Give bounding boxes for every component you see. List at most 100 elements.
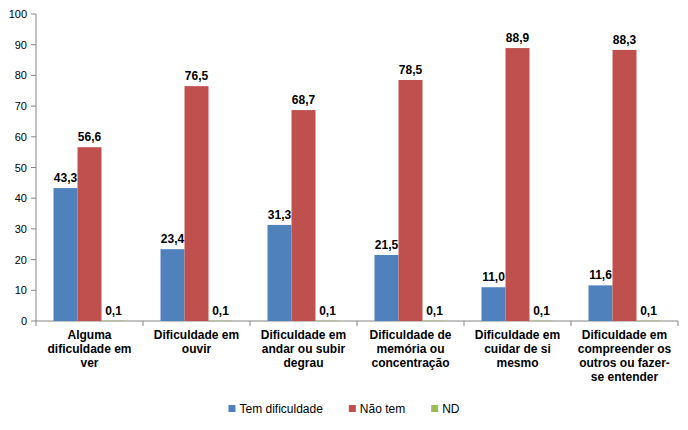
x-tick-label-line: ver: [80, 356, 98, 370]
y-tick: [31, 14, 36, 15]
x-tick-label-line: Dificuldade em: [582, 328, 667, 342]
x-tick: [678, 321, 679, 326]
data-label: 11,0: [482, 270, 505, 284]
data-label: 43,3: [54, 171, 78, 185]
y-tick-label: 0: [21, 315, 27, 327]
x-tick-label-line: outros ou fazer-: [579, 356, 670, 370]
data-label: 0,1: [105, 304, 122, 318]
data-label: 0,1: [640, 304, 657, 318]
bar: [268, 225, 292, 321]
bar: [185, 86, 209, 321]
bar: [530, 320, 554, 321]
x-tick-label: Dificuldade emcompreender osoutros ou fa…: [578, 328, 672, 384]
y-tick: [31, 136, 36, 137]
data-label: 0,1: [533, 304, 550, 318]
legend-swatch: [349, 405, 356, 412]
bar: [209, 320, 233, 321]
y-tick: [31, 259, 36, 260]
y-tick-label: 40: [15, 192, 27, 204]
data-label: 0,1: [319, 304, 336, 318]
data-label: 88,9: [506, 31, 530, 45]
legend-item: ND: [431, 402, 460, 416]
bar: [54, 188, 78, 321]
bar: [637, 320, 661, 321]
y-tick-label: 60: [15, 131, 27, 143]
x-tick: [250, 321, 251, 326]
x-tick-label-line: ouvir: [182, 342, 212, 356]
data-labels: 43,3 23,4 31,3 21,5 11,0 11,6 56,6 76,5 68,7 78,5…: [54, 31, 657, 318]
y-tick-label: 20: [15, 254, 27, 266]
x-tick-label: Dificuldade emouvir: [154, 328, 239, 356]
bar: [292, 110, 316, 321]
y-tick-label: 30: [15, 223, 27, 235]
data-label: 11,6: [589, 268, 612, 282]
bars: [54, 48, 661, 321]
bar: [102, 320, 126, 321]
legend-label: Não tem: [360, 402, 405, 416]
legend-item: Tem dificuldade: [228, 402, 323, 416]
y-tick: [31, 290, 36, 291]
x-tick-label-line: Dificuldade de: [369, 328, 451, 342]
bar: [78, 147, 102, 321]
data-label: 23,4: [161, 232, 185, 246]
bar: [399, 80, 423, 321]
data-label: 21,5: [375, 238, 399, 252]
y-tick-label: 50: [15, 162, 27, 174]
x-tick-label-line: Dificuldade em: [154, 328, 239, 342]
x-tick-label-line: memória ou: [376, 342, 444, 356]
background: [0, 0, 688, 430]
chart: 0 10 20 30 40 50 60 70 80 90 100 Algumadificuldade …: [0, 0, 688, 430]
x-tick-label: Algumadificuldade emver: [47, 328, 131, 370]
bar: [482, 287, 506, 321]
bar: [161, 249, 185, 321]
y-tick: [31, 198, 36, 199]
legend-swatch: [431, 405, 438, 412]
y-tick: [31, 167, 36, 168]
legend-label: Tem dificuldade: [239, 402, 323, 416]
x-tick-label: Dificuldade emcuidar de simesmo: [475, 328, 560, 370]
y-tick: [31, 321, 36, 322]
bar: [375, 255, 399, 321]
x-tick-label-line: degrau: [283, 356, 323, 370]
data-label: 0,1: [212, 304, 229, 318]
x-tick: [143, 321, 144, 326]
legend-label: ND: [442, 402, 460, 416]
x-tick-label: Dificuldade emandar ou subirdegrau: [261, 328, 346, 370]
data-label: 78,5: [399, 63, 423, 77]
data-label: 76,5: [185, 69, 209, 83]
x-tick-label-line: compreender os: [578, 342, 672, 356]
bar: [316, 320, 340, 321]
y-tick: [31, 106, 36, 107]
x-tick: [357, 321, 358, 326]
y-tick-label: 80: [15, 69, 27, 81]
bar: [613, 50, 637, 321]
data-label: 31,3: [268, 208, 292, 222]
data-label: 68,7: [292, 93, 316, 107]
y-tick-label: 70: [15, 100, 27, 112]
data-label: 0,1: [426, 304, 443, 318]
x-tick: [571, 321, 572, 326]
x-tick-label-line: dificuldade em: [47, 342, 131, 356]
x-tick: [36, 321, 37, 326]
y-tick: [31, 75, 36, 76]
x-tick-label-line: se entender: [591, 370, 659, 384]
y-tick-label: 90: [15, 39, 27, 51]
x-tick-label-line: cuidar de si: [484, 342, 551, 356]
x-tick-label-line: mesmo: [496, 356, 538, 370]
y-tick: [31, 228, 36, 229]
y-tick-label: 100: [9, 8, 27, 20]
x-tick-label: Dificuldade dememória ouconcentração: [369, 328, 451, 370]
x-tick-label-line: Alguma: [67, 328, 111, 342]
x-tick-label-line: Dificuldade em: [261, 328, 346, 342]
legend-swatch: [228, 405, 235, 412]
data-label: 88,3: [613, 33, 637, 47]
bar: [589, 285, 613, 321]
y-tick-label: 10: [15, 284, 27, 296]
legend-item: Não tem: [349, 402, 405, 416]
x-tick-label-line: concentração: [371, 356, 449, 370]
x-tick-label-line: Dificuldade em: [475, 328, 560, 342]
legend: Tem dificuldade Não tem ND: [228, 402, 459, 416]
bar: [506, 48, 530, 321]
data-label: 56,6: [78, 130, 102, 144]
bar: [423, 320, 447, 321]
